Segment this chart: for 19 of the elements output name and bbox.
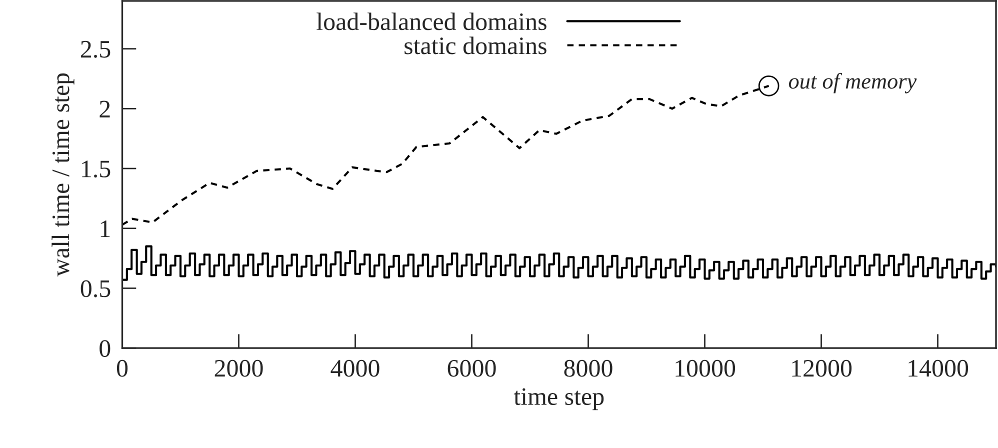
legend-label: static domains	[404, 36, 546, 54]
x-tick-label: 14000	[908, 360, 968, 377]
y-axis-title: wall time / time step	[52, 73, 74, 277]
y-tick-label: 1.5	[82, 160, 110, 178]
x-tick-label: 12000	[792, 360, 852, 377]
legend-label: load-balanced domains	[316, 12, 546, 30]
x-tick-label: 2000	[214, 360, 263, 377]
x-tick-label: 10000	[676, 360, 736, 377]
x-tick-label: 0	[116, 360, 128, 377]
x-axis-title: time step	[514, 388, 604, 410]
y-tick-label: 0.5	[80, 280, 110, 298]
x-tick-label: 6000	[448, 360, 496, 377]
annotation: out of memory	[788, 72, 917, 94]
y-tick-label: 2	[100, 100, 110, 118]
y-tick-label: 1	[100, 220, 110, 238]
x-tick-label: 8000	[564, 360, 612, 377]
x-tick-label: 4000	[330, 360, 380, 377]
y-tick-label: 0	[100, 340, 110, 358]
y-tick-label: 2.5	[80, 40, 110, 58]
